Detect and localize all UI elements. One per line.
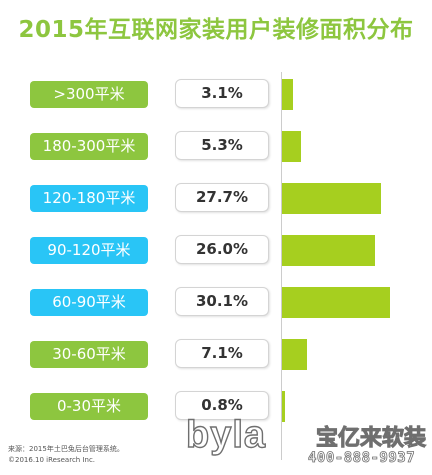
source-footer: 来源：2015年土巴兔后台管理系统。 ©2016.10 iResearch In… — [8, 444, 124, 466]
value-label: 7.1% — [175, 339, 269, 368]
chart-row: 120-180平米 27.7% — [0, 183, 432, 214]
category-label: 30-60平米 — [30, 341, 148, 368]
value-label: 0.8% — [175, 391, 269, 420]
category-label: 0-30平米 — [30, 393, 148, 420]
category-label: 60-90平米 — [30, 289, 148, 316]
watermark-logo: byla — [185, 413, 267, 456]
watermark-phone: 400-888-9937 — [308, 450, 416, 467]
chart-row: 0-30平米 0.8% — [0, 391, 432, 422]
category-label: >300平米 — [30, 81, 148, 108]
chart-title: 2015年互联网家装用户装修面积分布 — [18, 17, 414, 43]
watermark-brand: 宝亿来软装 — [315, 426, 427, 452]
value-label: 27.7% — [175, 183, 269, 212]
bar — [282, 339, 307, 370]
category-label: 90-120平米 — [30, 237, 148, 264]
bar — [282, 79, 293, 110]
category-label: 180-300平米 — [30, 133, 148, 160]
copyright-note: ©2016.10 iResearch Inc. — [8, 456, 96, 464]
bar — [282, 287, 390, 318]
source-note: 来源：2015年土巴兔后台管理系统。 — [8, 445, 124, 453]
bar — [282, 235, 375, 266]
category-label: 120-180平米 — [30, 185, 148, 212]
bar-axis-line — [281, 72, 282, 460]
chart-row: 30-60平米 7.1% — [0, 339, 432, 370]
chart-row: 180-300平米 5.3% — [0, 131, 432, 162]
bar — [282, 183, 381, 214]
value-label: 3.1% — [175, 79, 269, 108]
value-label: 26.0% — [175, 235, 269, 264]
chart-row: 60-90平米 30.1% — [0, 287, 432, 318]
chart-row: 90-120平米 26.0% — [0, 235, 432, 266]
brand-watermark: byla 宝亿来软装 400-888-9937 — [185, 413, 432, 475]
chart-row: >300平米 3.1% — [0, 79, 432, 110]
bar — [282, 131, 301, 162]
value-label: 5.3% — [175, 131, 269, 160]
value-label: 30.1% — [175, 287, 269, 316]
bar — [282, 391, 285, 422]
